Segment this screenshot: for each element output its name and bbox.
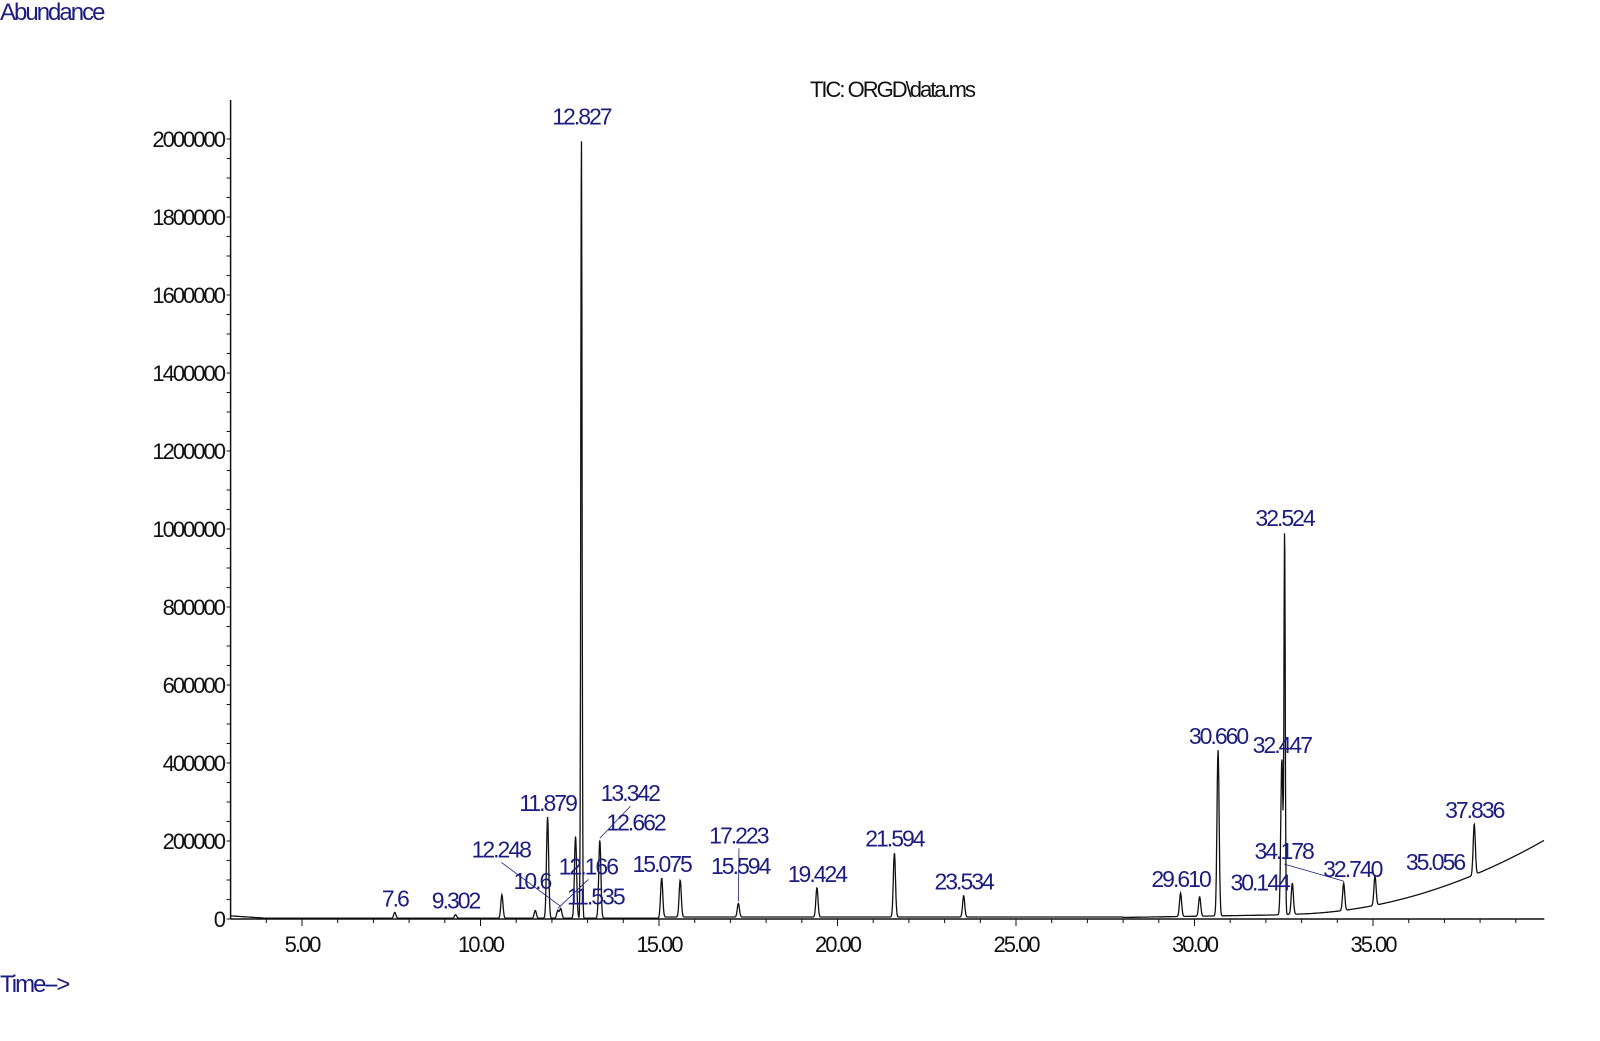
peak-label: 12.662 — [606, 809, 666, 835]
peak-label: 12.248 — [472, 836, 532, 862]
tic-trace — [230, 141, 1545, 919]
peak-label: 13.342 — [601, 780, 661, 806]
chart-title: TIC: ORGD\data.ms — [810, 77, 976, 102]
x-tick-label: 30.00 — [1172, 932, 1219, 957]
peak-label: 7.6 — [382, 885, 409, 911]
y-tick-label: 200000 — [163, 829, 226, 854]
peak-label: 23.534 — [934, 869, 995, 895]
y-tick-label: 1400000 — [152, 361, 225, 386]
peak-label: 10.6 — [514, 868, 552, 894]
peak-label: 35.056 — [1406, 849, 1466, 875]
peak-label: 11.535 — [567, 883, 625, 909]
peak-label: 30.660 — [1189, 723, 1249, 749]
y-tick-label: 400000 — [163, 751, 226, 776]
y-axis-label: Abundance — [0, 0, 105, 26]
peak-label: 30.144 — [1230, 870, 1291, 896]
x-axis-label: Time--> — [0, 971, 69, 998]
peak-label-leader — [737, 848, 740, 902]
x-tick-label: 20.00 — [815, 932, 862, 957]
peak-label: 17.223 — [709, 822, 769, 848]
peak-label: 34.178 — [1254, 838, 1314, 864]
peak-label-leaders — [501, 805, 1344, 909]
peak-label-leader — [1284, 863, 1344, 882]
peak-label: 29.610 — [1151, 866, 1211, 892]
peak-label-leader — [599, 805, 631, 839]
peak-label: 15.075 — [632, 851, 692, 877]
x-tick-label: 15.00 — [636, 932, 683, 957]
peak-label: 32.524 — [1255, 505, 1316, 531]
x-tick-label: 10.00 — [458, 932, 505, 957]
y-tick-label: 2000000 — [152, 127, 225, 152]
peak-label: 9.302 — [432, 888, 481, 914]
peak-labels: 7.6 9.302 10.6 11.535 11.879 12.166 12.248 12.6… — [382, 103, 1507, 914]
y-tick-label: 1000000 — [152, 517, 225, 542]
peak-label: 19.424 — [788, 861, 849, 887]
y-tick-label: 800000 — [163, 595, 226, 620]
peak-label: 15.594 — [711, 853, 772, 879]
y-tick-label: 1800000 — [152, 205, 225, 230]
peak-label: 12.827 — [552, 103, 612, 129]
peak-label: 21.594 — [865, 826, 926, 852]
peak-label: 32.740 — [1323, 856, 1383, 882]
peak-label-leader — [501, 862, 561, 907]
peak-label: 32.447 — [1253, 732, 1313, 758]
x-tick-label: 25.00 — [993, 932, 1040, 957]
y-tick-label: 0 — [214, 907, 226, 932]
y-tick-label: 600000 — [163, 673, 226, 698]
y-tick-label: 1200000 — [152, 439, 225, 464]
y-tick-label: 1600000 — [152, 283, 225, 308]
peak-label: 37.836 — [1445, 797, 1505, 823]
axes: 5.00 10.00 15.00 20.00 25.00 30.00 35.00 0 20000… — [152, 100, 1545, 957]
peak-label: 11.879 — [519, 790, 577, 816]
x-tick-label: 35.00 — [1350, 932, 1397, 957]
peak-label-leader — [557, 879, 589, 909]
x-tick-label: 5.00 — [285, 932, 322, 957]
peak-label: 12.166 — [559, 853, 619, 879]
